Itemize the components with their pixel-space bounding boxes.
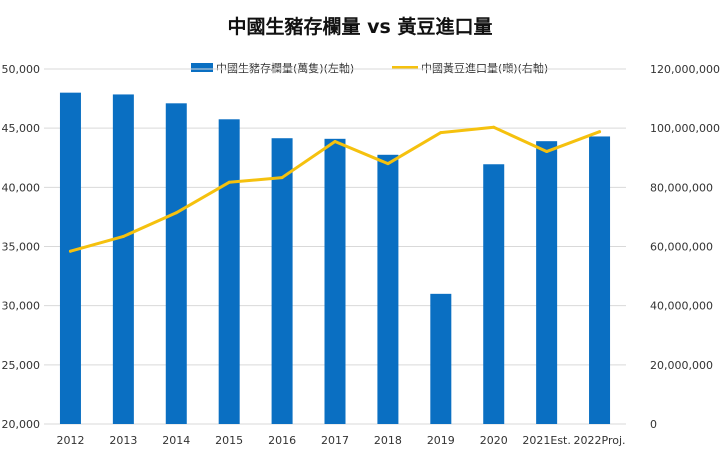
legend: 中國生豬存欄量(萬隻)(左軸) 中國黃豆進口量(噸)(右軸) (191, 61, 548, 75)
x-axis-tick-label: 2021Est. (522, 434, 571, 447)
left-axis-tick-label: 45,000 (2, 122, 41, 135)
line-point-2012 (68, 249, 72, 253)
x-axis-tick-label: 2012 (56, 434, 84, 447)
x-axis-tick-label: 2020 (480, 434, 508, 447)
x-axis: 2012 2013 2014 2015 2016 2017 2018 2019 2020 2021… (56, 434, 625, 447)
bar-2022Proj. (589, 136, 611, 424)
x-axis-tick-label: 2014 (162, 434, 190, 447)
right-axis-tick-label: 120,000,000 (650, 63, 720, 76)
line-point-2018 (386, 162, 390, 166)
x-axis-tick-label: 2018 (374, 434, 402, 447)
line-point-2017 (333, 139, 337, 143)
line-point-2019 (439, 131, 443, 135)
right-axis: 0 20,000,000 40,000,000 60,000,000 80,000,00… (650, 63, 720, 431)
line-point-2022Proj. (598, 130, 602, 134)
legend-line-label: 中國黃豆進口量(噸)(右軸) (421, 61, 548, 75)
bar-2016 (271, 138, 293, 424)
line-point-2016 (280, 176, 284, 180)
left-axis: 20,000 25,000 30,000 35,000 40,000 45,000 50,0… (2, 63, 41, 431)
right-axis-tick-label: 60,000,000 (650, 241, 713, 254)
x-axis-tick-label: 2013 (109, 434, 137, 447)
bar-2014 (165, 103, 187, 425)
bar-2017 (324, 138, 346, 425)
line-point-2021Est. (545, 150, 549, 154)
bar-2013 (112, 94, 134, 425)
line-point-2020 (492, 125, 496, 129)
bar-2019 (430, 293, 452, 424)
bar-2015 (218, 119, 240, 425)
left-axis-tick-label: 50,000 (2, 63, 41, 76)
legend-bar-swatch (191, 63, 213, 72)
line-series (68, 125, 602, 253)
left-axis-tick-label: 25,000 (2, 359, 41, 372)
x-axis-tick-label: 2016 (268, 434, 296, 447)
left-axis-tick-label: 30,000 (2, 300, 41, 313)
right-axis-tick-label: 80,000,000 (650, 181, 713, 194)
line-point-2013 (121, 234, 125, 238)
x-axis-tick-label: 2019 (427, 434, 455, 447)
x-axis-tick-label: 2017 (321, 434, 349, 447)
legend-bar-label: 中國生豬存欄量(萬隻)(左軸) (216, 61, 354, 75)
right-axis-tick-label: 40,000,000 (650, 300, 713, 313)
x-axis-tick-label: 2022Proj. (574, 434, 626, 447)
bar-2021Est. (536, 141, 558, 424)
bar-series (59, 92, 611, 425)
bar-2018 (377, 154, 399, 424)
line-point-2015 (227, 180, 231, 184)
bar-2012 (59, 92, 81, 425)
bar-2020 (483, 164, 505, 424)
line-point-2014 (174, 211, 178, 215)
left-axis-tick-label: 40,000 (2, 181, 41, 194)
right-axis-tick-label: 20,000,000 (650, 359, 713, 372)
x-axis-tick-label: 2015 (215, 434, 243, 447)
chart-title: 中國生豬存欄量 vs 黃豆進口量 (228, 15, 493, 38)
left-axis-tick-label: 35,000 (2, 241, 41, 254)
left-axis-tick-label: 20,000 (2, 418, 41, 431)
right-axis-tick-label: 0 (650, 418, 657, 431)
right-axis-tick-label: 100,000,000 (650, 122, 720, 135)
